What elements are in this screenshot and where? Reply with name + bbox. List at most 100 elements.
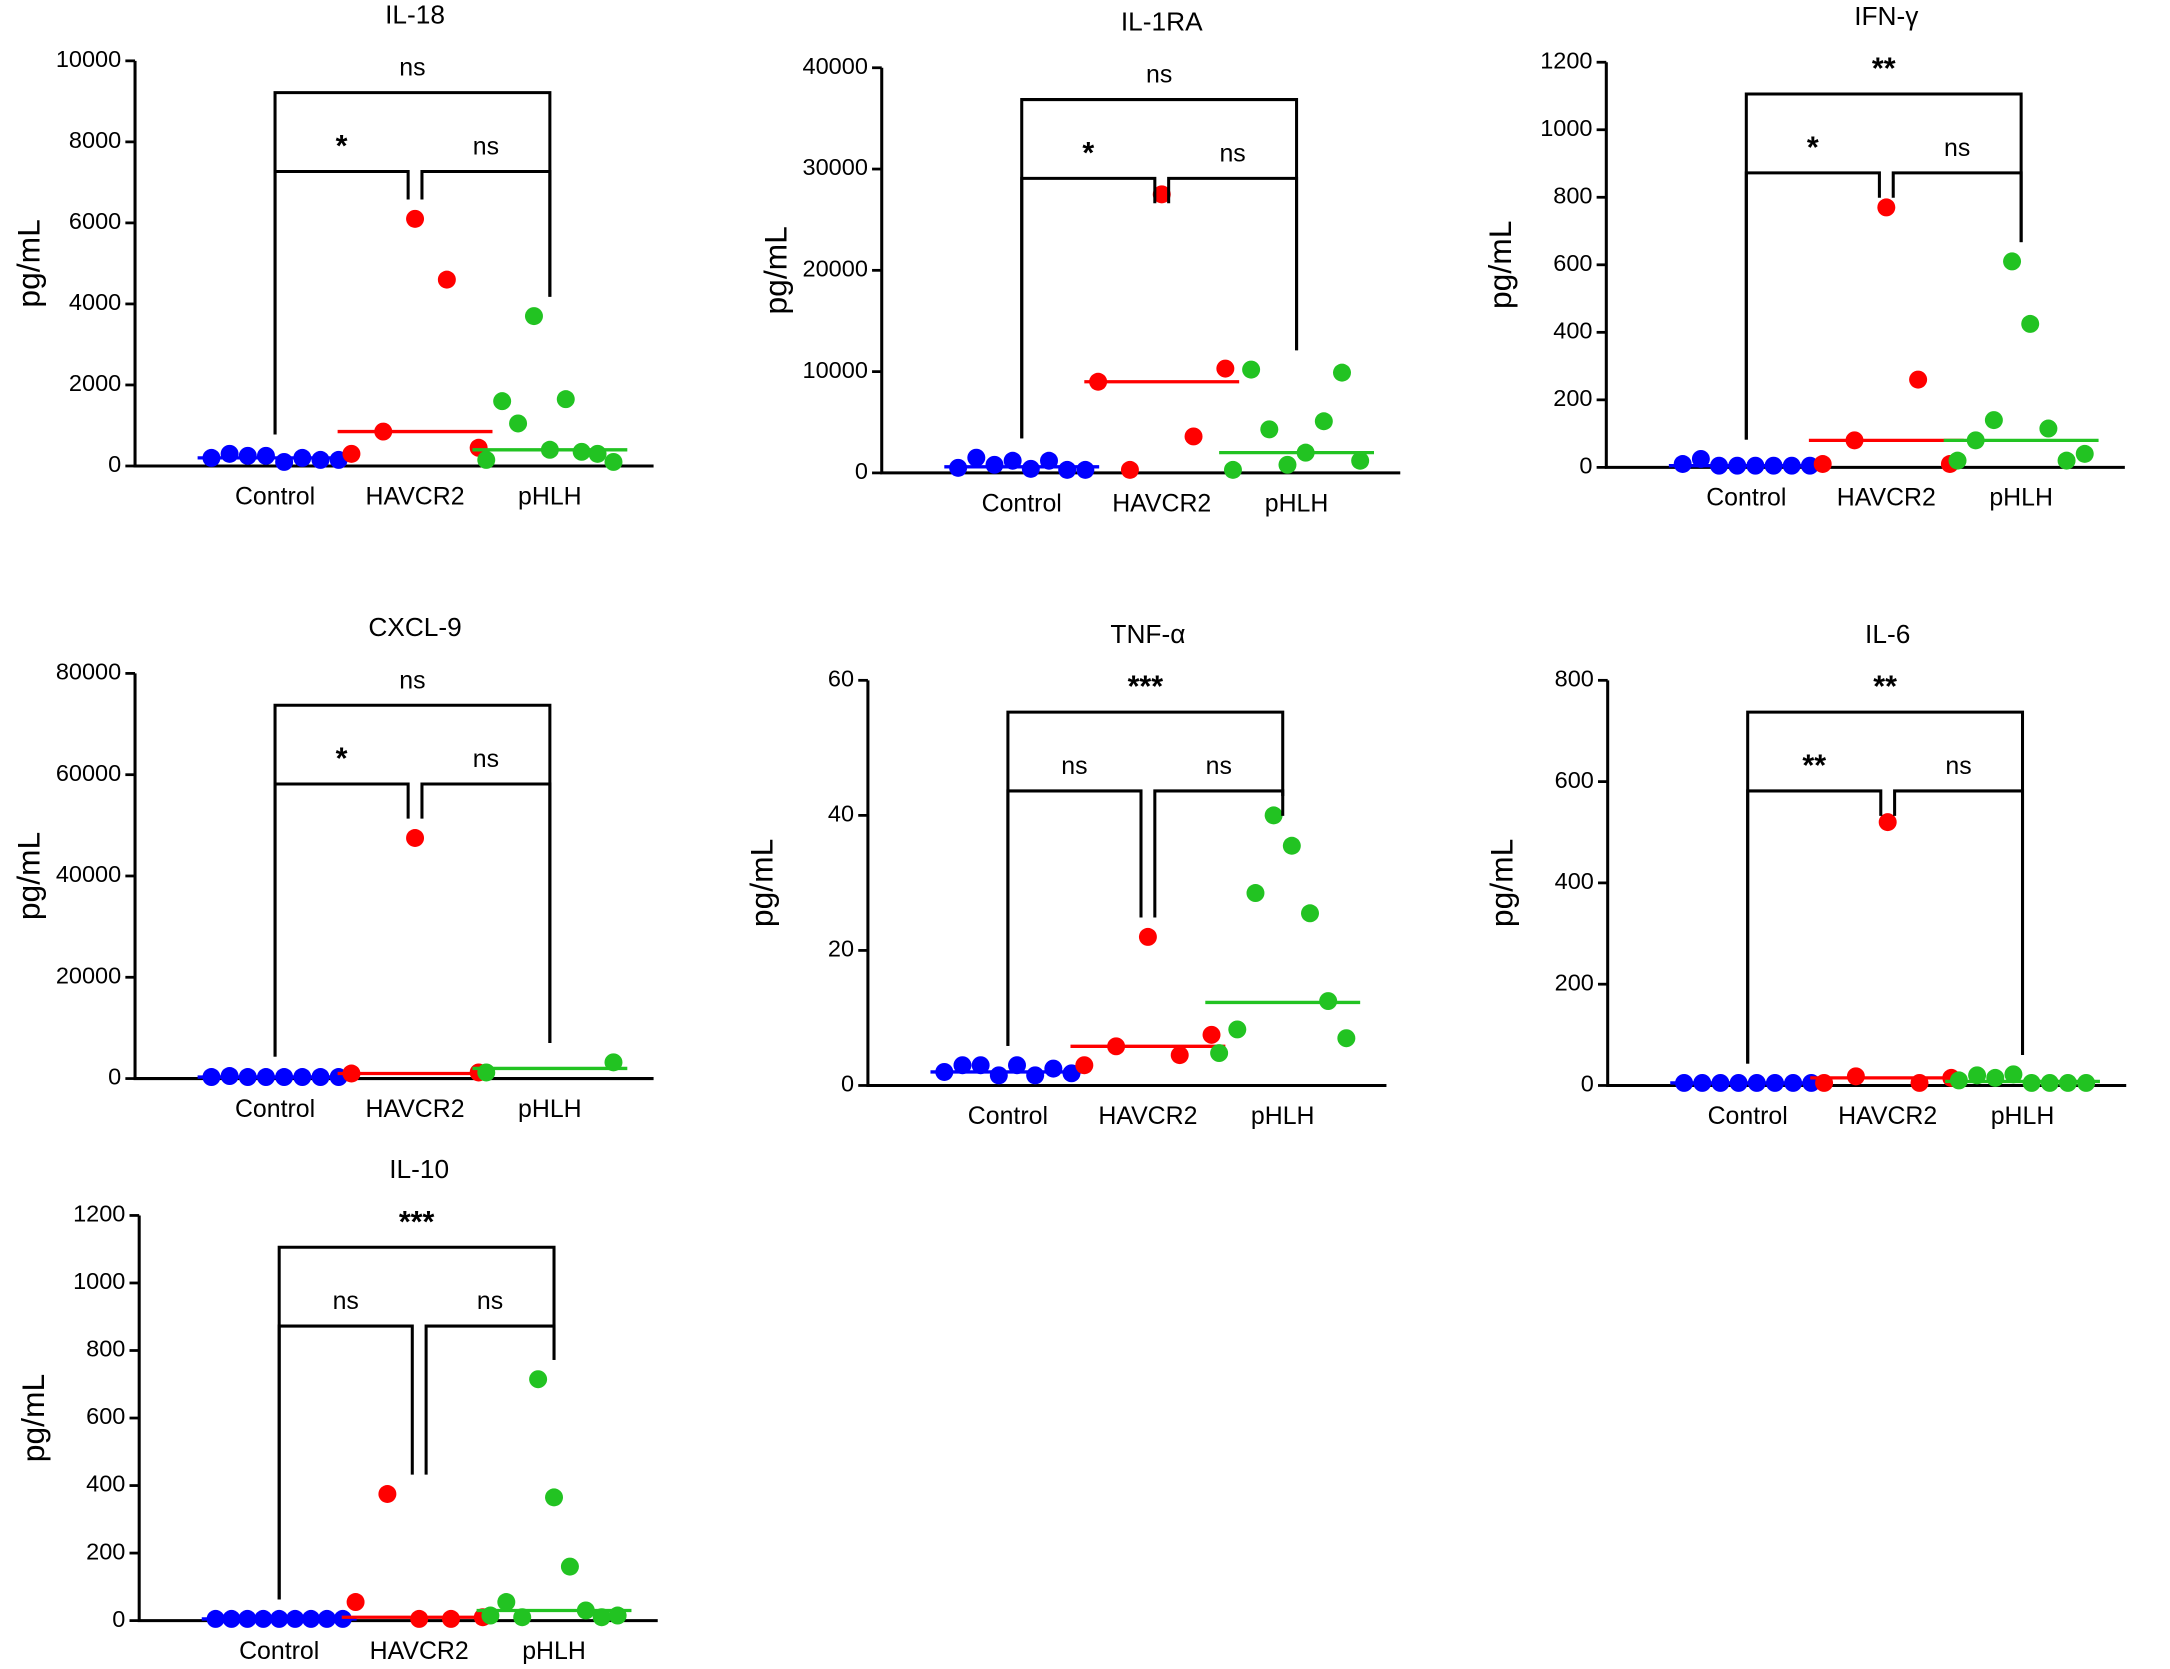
y-axis-label: pg/mL <box>11 832 47 920</box>
data-point <box>529 1370 548 1389</box>
x-tick-label: pHLH <box>522 1637 586 1665</box>
data-point <box>588 444 607 463</box>
significance-bracket <box>424 1324 556 1475</box>
y-axis-label: pg/mL <box>757 226 793 314</box>
panel: IL-18 pg/mL 0 2000 4000 6000 8000 10000 Control H… <box>11 0 654 510</box>
data-point <box>1120 460 1139 479</box>
data-point <box>1202 1025 1221 1044</box>
x-tick-label: HAVCR2 <box>370 1637 469 1665</box>
y-tick-label: 400 <box>1553 318 1592 344</box>
significance-label: * <box>336 129 348 163</box>
data-point <box>1878 813 1897 832</box>
data-point <box>1246 884 1265 903</box>
axis-line <box>137 1215 658 1623</box>
axis-line <box>1606 680 2127 1087</box>
data-point <box>592 1608 611 1627</box>
panel: TNF-α pg/mL 0 20 40 60 Control HAVCR2 pHLH *** ns n… <box>744 619 1387 1130</box>
significance-label: ns <box>477 1287 503 1315</box>
data-point <box>1282 836 1301 855</box>
data-point <box>378 1485 397 1503</box>
axis-line <box>880 67 1401 475</box>
significance-bracket <box>1746 789 1883 1064</box>
data-point <box>1026 1066 1045 1085</box>
y-tick-label: 20 <box>828 936 854 962</box>
y-tick-label: 40000 <box>803 53 868 79</box>
y-tick-label: 60 <box>828 666 854 692</box>
data-point <box>1170 1046 1189 1065</box>
data-point <box>971 1056 990 1075</box>
chart-title: IL-1RA <box>1121 6 1203 36</box>
y-tick-label: 4000 <box>69 289 121 315</box>
y-tick-label: 600 <box>86 1403 125 1429</box>
significance-label: *** <box>1128 670 1164 704</box>
data-point <box>1264 806 1283 825</box>
significance-bracket <box>277 1245 556 1600</box>
significance-bracket <box>273 91 552 435</box>
data-point <box>238 446 257 465</box>
x-tick-label: Control <box>968 1102 1048 1130</box>
data-point <box>2004 1065 2023 1084</box>
x-tick-label: HAVCR2 <box>1098 1102 1197 1130</box>
data-point <box>275 452 294 471</box>
y-tick-label: 0 <box>1581 1071 1594 1097</box>
x-tick-label: HAVCR2 <box>1112 489 1211 517</box>
data-point <box>2003 252 2022 271</box>
data-point <box>1044 1059 1063 1078</box>
data-point <box>572 442 591 461</box>
data-point <box>1948 451 1967 470</box>
panel: IL-10 pg/mL 0 200 400 600 800 1000 1200 Control HA… <box>15 1154 658 1665</box>
y-tick-label: 200 <box>86 1538 125 1564</box>
data-point <box>346 1593 365 1612</box>
significance-bracket <box>1167 176 1299 351</box>
data-point <box>1216 359 1235 378</box>
data-point <box>989 1066 1008 1085</box>
x-tick-label: Control <box>235 482 315 510</box>
chart-title: IL-10 <box>389 1154 449 1184</box>
y-tick-label: 400 <box>86 1471 125 1497</box>
data-point <box>1986 1068 2005 1087</box>
y-tick-label: 10000 <box>803 357 868 383</box>
axis-line <box>133 60 654 468</box>
significance-bracket <box>1746 710 2025 1064</box>
y-tick-label: 1000 <box>1540 115 1592 141</box>
chart-title: IL-6 <box>1865 619 1910 649</box>
significance-label: * <box>1082 136 1094 170</box>
y-tick-label: 40000 <box>56 861 121 887</box>
data-point <box>1314 412 1333 431</box>
significance-label: ** <box>1872 52 1896 86</box>
x-tick-label: pHLH <box>1989 484 2053 512</box>
panel: CXCL-9 pg/mL 0 20000 40000 60000 80000 Control H… <box>11 612 654 1123</box>
significance-bracket <box>420 169 552 297</box>
significance-bracket <box>273 703 552 1057</box>
y-axis-label: pg/mL <box>11 219 47 307</box>
y-tick-label: 60000 <box>56 760 121 786</box>
data-point <box>1984 411 2003 430</box>
data-point <box>1021 459 1040 478</box>
y-tick-label: 20000 <box>56 962 121 988</box>
y-tick-label: 6000 <box>69 208 121 234</box>
y-tick-label: 600 <box>1555 767 1594 793</box>
x-tick-label: pHLH <box>1251 1102 1315 1130</box>
y-tick-label: 400 <box>1555 868 1594 894</box>
x-tick-label: pHLH <box>1991 1102 2055 1130</box>
x-tick-label: HAVCR2 <box>366 1095 465 1123</box>
significance-bracket <box>273 782 410 1057</box>
data-point <box>1673 455 1692 473</box>
y-tick-label: 80000 <box>56 659 121 685</box>
x-tick-label: Control <box>982 489 1062 517</box>
x-tick-label: pHLH <box>518 482 582 510</box>
significance-label: ns <box>473 745 499 773</box>
significance-label: ** <box>1802 748 1826 782</box>
chart-title: TNF-α <box>1110 619 1185 649</box>
data-point <box>1333 363 1351 382</box>
axis-line <box>133 673 654 1081</box>
data-point <box>2021 314 2040 333</box>
y-tick-label: 30000 <box>803 154 868 180</box>
data-point <box>493 392 512 411</box>
data-point <box>1008 1056 1026 1075</box>
x-tick-label: HAVCR2 <box>1837 484 1936 512</box>
significance-label: ns <box>399 666 425 694</box>
data-point <box>545 1488 564 1507</box>
data-point <box>1351 451 1370 470</box>
x-tick-label: Control <box>235 1095 315 1123</box>
